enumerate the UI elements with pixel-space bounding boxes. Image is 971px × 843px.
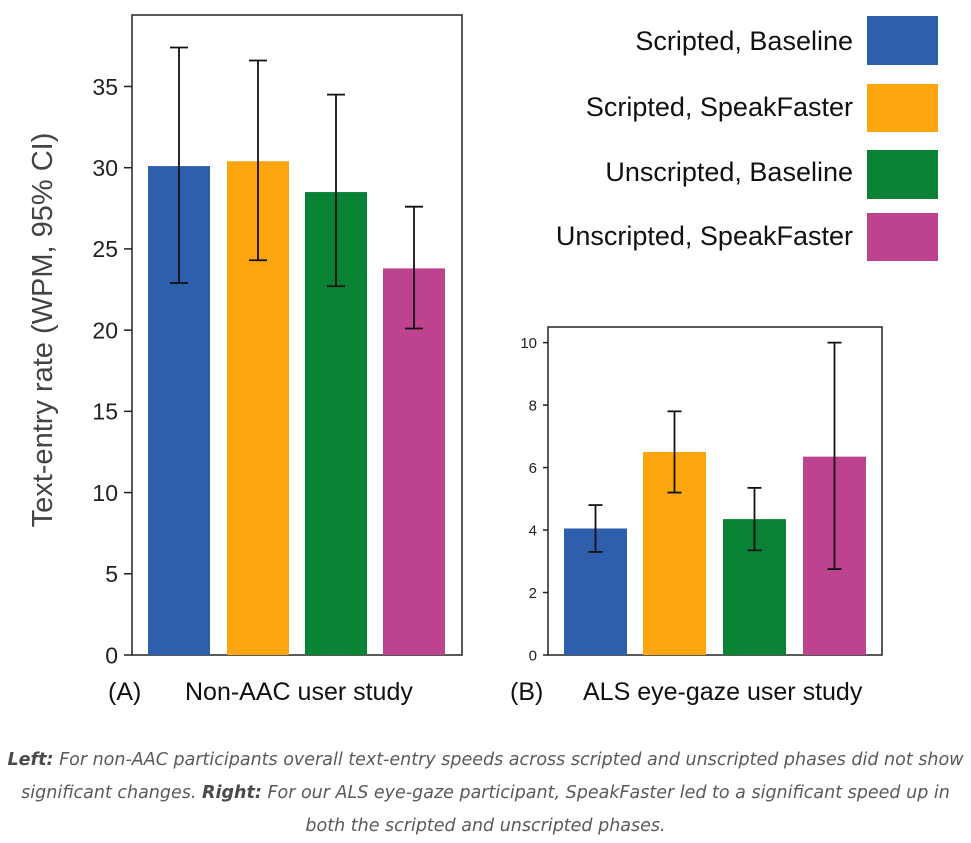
panel-b-ytick-label: 10 bbox=[520, 335, 537, 352]
panel-a-ytick-label: 15 bbox=[92, 399, 118, 425]
legend-swatch-scripted-speakfaster bbox=[867, 84, 938, 132]
panel-b-frame bbox=[547, 326, 883, 656]
panel-b-ytick-label: 2 bbox=[529, 585, 537, 602]
panel-a-ytick-label: 5 bbox=[105, 561, 118, 587]
panel-b-bar-unscripted-baseline-errorbar bbox=[747, 486, 762, 552]
caption-right-label: Right: bbox=[202, 783, 262, 803]
panel-a-ytick-label: 35 bbox=[92, 74, 118, 100]
panel-a-ytick-label: 20 bbox=[92, 317, 118, 343]
figure-caption: Left: For non-AAC participants overall t… bbox=[0, 744, 971, 843]
panel-a-bar-scripted-speakfaster-errorbar bbox=[249, 59, 267, 262]
legend-swatch-scripted-baseline bbox=[867, 16, 938, 65]
panel-a-frame bbox=[131, 14, 463, 656]
panel-b-title: ALS eye-gaze user study bbox=[583, 678, 863, 706]
panel-a-ylabel: Text-entry rate (WPM, 95% CI) bbox=[27, 133, 59, 528]
panel-a-ytick-label: 30 bbox=[92, 155, 118, 181]
panel-a-bar-unscripted-baseline-errorbar bbox=[327, 93, 345, 288]
panel-a-ytick-label: 10 bbox=[92, 480, 118, 506]
legend-swatch-unscripted-baseline bbox=[867, 150, 938, 199]
legend: Scripted, Baseline Scripted, SpeakFaster… bbox=[556, 16, 938, 261]
caption-left-label: Left: bbox=[7, 750, 54, 770]
panel-a-bar-scripted-baseline-errorbar bbox=[170, 46, 188, 284]
legend-label-scripted-baseline: Scripted, Baseline bbox=[635, 26, 853, 56]
panel-a-label: (A) bbox=[108, 678, 141, 706]
panel-b-ytick-label: 0 bbox=[529, 647, 537, 664]
panel-b-ytick-label: 4 bbox=[529, 522, 537, 539]
panel-b-ytick-label: 6 bbox=[529, 460, 537, 477]
caption-left-text: For non-AAC participants overall text-en… bbox=[21, 750, 964, 803]
legend-label-unscripted-baseline: Unscripted, Baseline bbox=[605, 157, 853, 187]
legend-label-scripted-speakfaster: Scripted, SpeakFaster bbox=[586, 92, 853, 122]
panel-b-label: (B) bbox=[510, 678, 543, 706]
panel-b-bar-unscripted-speakfaster-errorbar bbox=[827, 341, 842, 570]
panel-a: 0 5 10 15 20 25 30 35 Text-entry rate (WPM, 95%… bbox=[27, 14, 463, 706]
panel-b-bar-scripted-baseline-errorbar bbox=[588, 504, 603, 553]
caption-right-text: For our ALS eye-gaze participant, SpeakF… bbox=[267, 783, 950, 836]
panel-a-bar-unscripted-speakfaster-errorbar bbox=[405, 205, 423, 330]
panel-a-ytick-label: 0 bbox=[105, 642, 118, 668]
panel-b-bar-scripted-speakfaster-errorbar bbox=[667, 410, 682, 494]
panel-a-title: Non-AAC user study bbox=[185, 678, 413, 706]
panel-a-ytick-label: 25 bbox=[92, 236, 118, 262]
legend-label-unscripted-speakfaster: Unscripted, SpeakFaster bbox=[556, 221, 853, 251]
legend-swatch-unscripted-speakfaster bbox=[867, 213, 938, 261]
panel-b-ytick-label: 8 bbox=[529, 397, 537, 414]
panel-b: 0 2 4 6 8 10 (B) ALS eye-gaze user study bbox=[510, 326, 883, 706]
panel-a-bar-unscripted-speakfaster bbox=[383, 268, 445, 655]
